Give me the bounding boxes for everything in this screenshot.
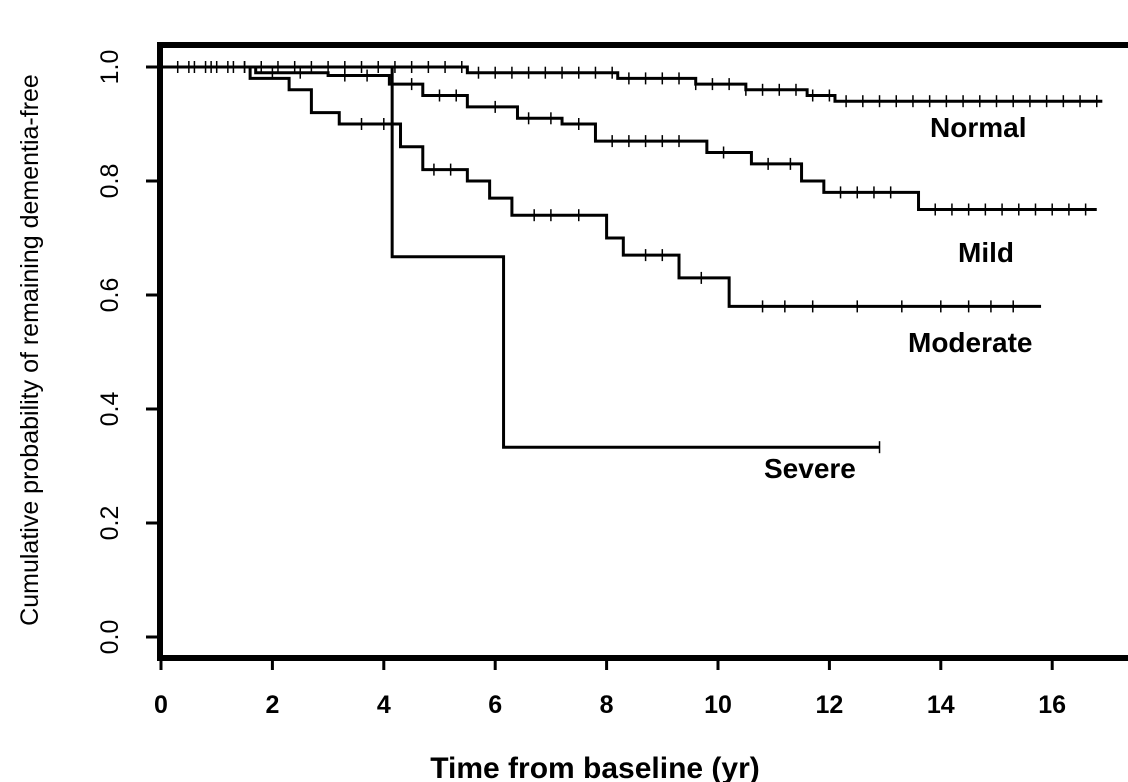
x-axis-title: Time from baseline (yr) [430, 752, 760, 782]
km-curve [161, 65, 1103, 103]
curve-labels: Normal Mild Moderate Severe [764, 112, 1032, 484]
curve-label-mild: Mild [958, 237, 1014, 268]
y-tick-label: 0.0 [96, 620, 124, 655]
curve-label-normal: Normal [930, 112, 1026, 143]
x-tick-label: 10 [704, 691, 732, 719]
survival-curves [161, 61, 1103, 454]
x-tick-label: 0 [154, 691, 168, 719]
y-tick-label: 0.6 [96, 278, 124, 313]
plot-area [157, 42, 1128, 661]
x-tick-label: 12 [815, 691, 843, 719]
x-tick-label: 14 [927, 691, 955, 719]
series-moderate [161, 61, 1042, 313]
series-severe [161, 65, 881, 454]
series-mild [161, 61, 1097, 216]
km-curve [161, 65, 1097, 211]
plot-frame [157, 42, 1128, 661]
curve-label-moderate: Moderate [908, 327, 1032, 358]
x-tick-label: 6 [488, 691, 502, 719]
km-curve [161, 65, 1042, 308]
x-tick-label: 8 [600, 691, 614, 719]
km-curve [161, 65, 880, 449]
x-tick-label: 4 [377, 691, 391, 719]
y-tick-label: 0.8 [96, 164, 124, 199]
y-tick-label: 1.0 [96, 50, 124, 85]
x-tick-label: 2 [265, 691, 279, 719]
y-axis-title: Cumulative probability of remaining deme… [16, 74, 44, 626]
y-axis: 0.0 0.2 0.4 0.6 0.8 1.0 [96, 50, 160, 655]
x-axis: 0 2 4 6 8 10 12 14 16 [154, 658, 1066, 719]
x-tick-label: 16 [1038, 691, 1066, 719]
y-tick-label: 0.2 [96, 506, 124, 541]
y-tick-label: 0.4 [96, 392, 124, 427]
curve-label-severe: Severe [764, 453, 856, 484]
